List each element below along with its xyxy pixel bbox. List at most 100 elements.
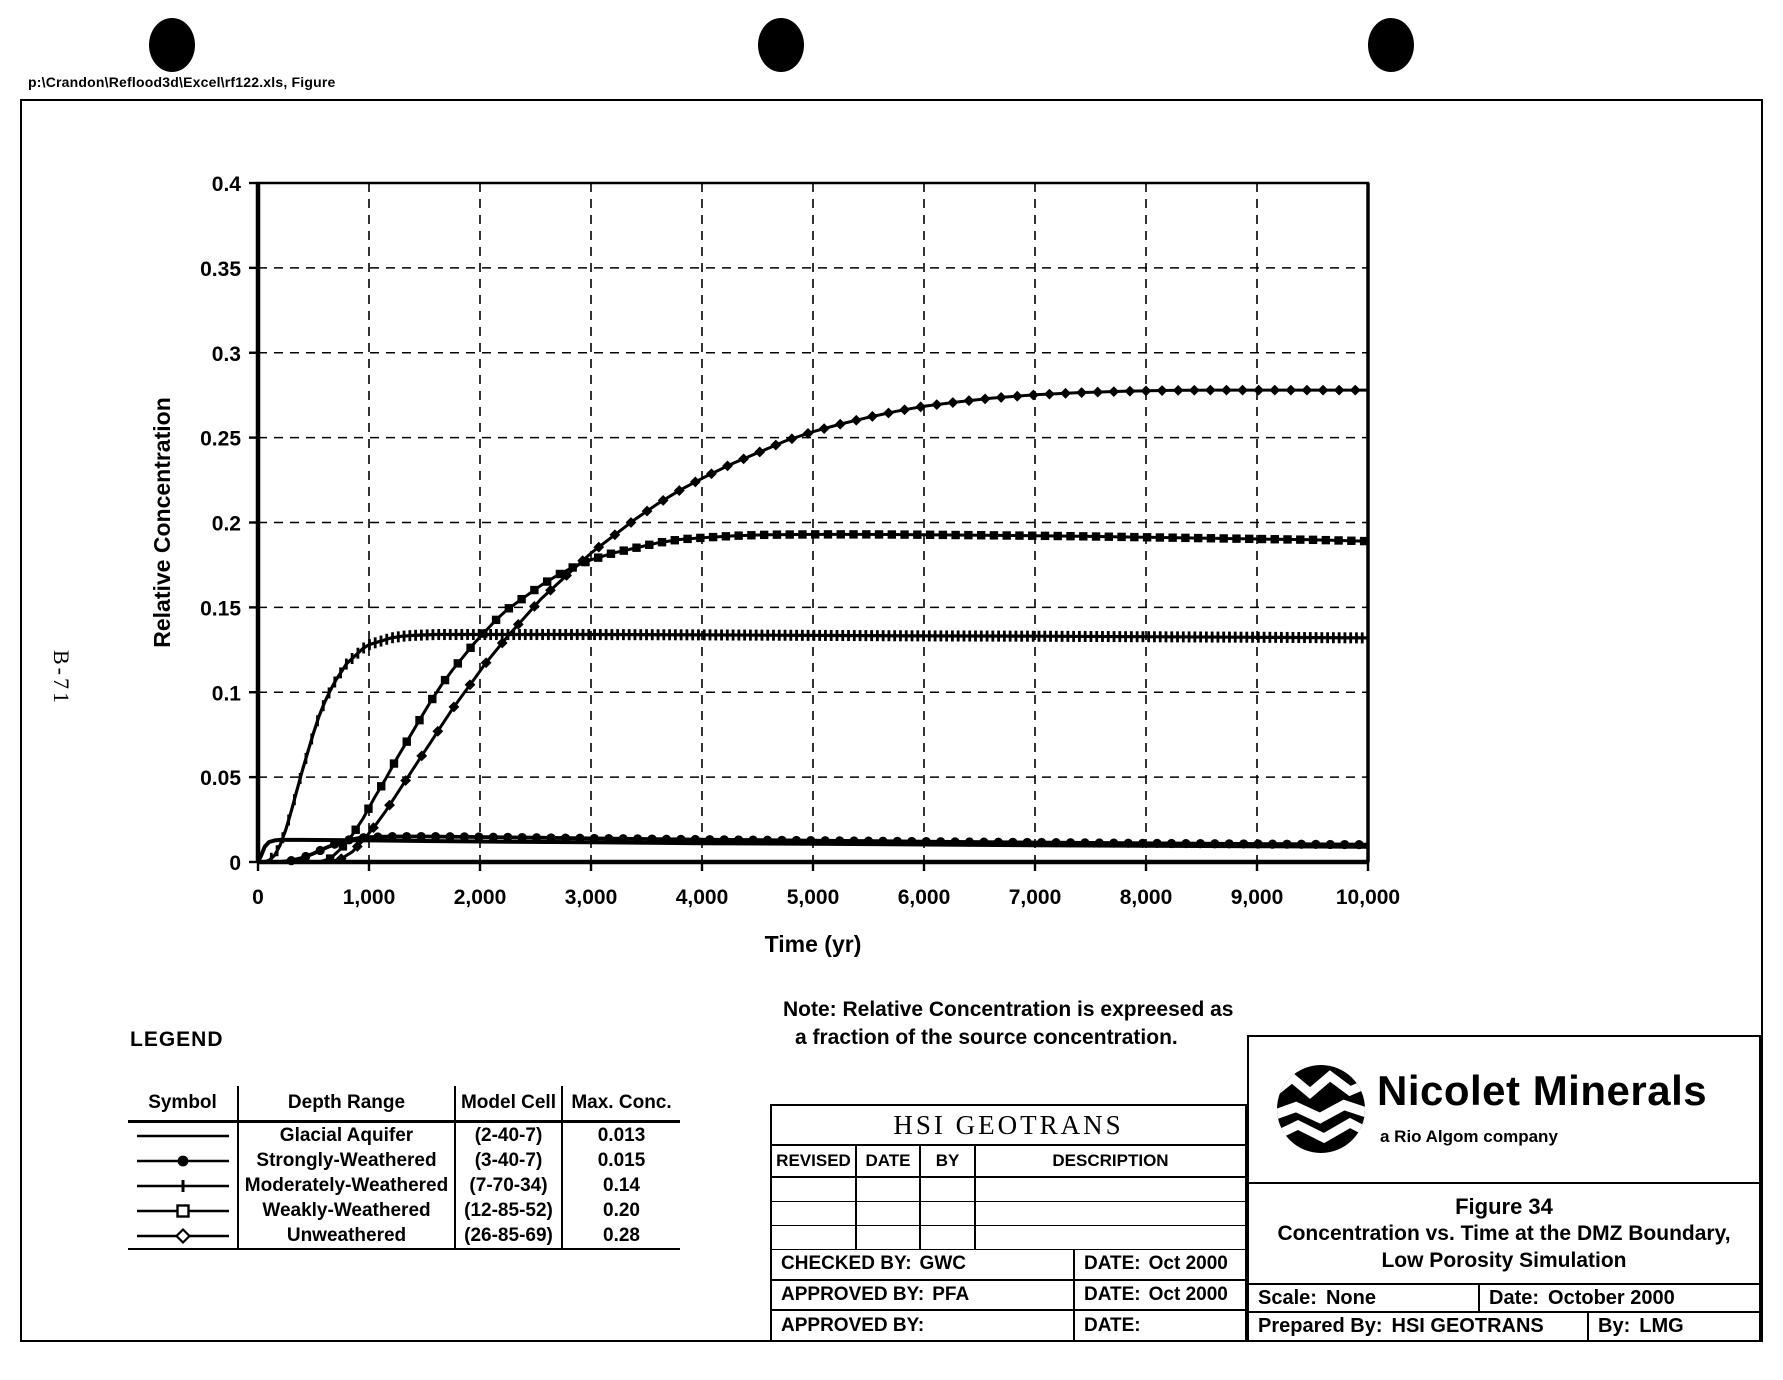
- series-marker-diamond: [593, 541, 605, 553]
- checked-by-row: CHECKED BY: GWC DATE: Oct 2000: [772, 1250, 1245, 1281]
- series-marker-diamond: [689, 476, 701, 488]
- brand-tagline: a Rio Algom company: [1380, 1127, 1558, 1146]
- series-marker-square: [1091, 532, 1101, 541]
- series-marker-square: [900, 530, 909, 539]
- series-marker-square: [542, 577, 552, 586]
- series-marker-circle: [1296, 839, 1306, 849]
- series-marker-diamond: [673, 485, 685, 496]
- note-line-2: a fraction of the source concentration.: [795, 1026, 1178, 1050]
- series-marker-circle: [1080, 838, 1090, 848]
- series-marker-diamond: [1124, 385, 1136, 397]
- series-marker-diamond: [963, 395, 975, 407]
- scale-label: Scale:: [1258, 1286, 1317, 1309]
- series-marker-circle: [647, 834, 657, 844]
- scale-date-row: Scale: None Date: October 2000: [1249, 1285, 1759, 1313]
- approved-by-cell: APPROVED BY: PFA: [772, 1280, 1075, 1310]
- binder-hole: [758, 18, 804, 72]
- series-marker-diamond: [609, 529, 621, 541]
- series-marker-circle: [373, 832, 383, 842]
- series-marker-square: [874, 530, 884, 539]
- figure-title-line-1: Concentration vs. Time at the DMZ Bounda…: [1277, 1222, 1731, 1246]
- series-marker-diamond: [384, 799, 395, 811]
- series-marker-circle: [286, 856, 296, 866]
- approved-by-row-2: APPROVED BY: DATE:: [772, 1311, 1245, 1341]
- approved-by-label: APPROVED BY:: [781, 1314, 925, 1336]
- series-marker-square: [415, 715, 424, 725]
- revision-empty-cell: [921, 1226, 976, 1249]
- series-marker-square: [938, 530, 948, 540]
- series-marker-square: [351, 825, 360, 834]
- date-cell: Date: October 2000: [1480, 1285, 1759, 1311]
- y-tick-label: 0: [229, 852, 241, 875]
- series-marker-square: [389, 759, 399, 768]
- series-weakly-weathered: [318, 530, 1369, 864]
- series-marker-square: [670, 536, 680, 545]
- legend-depth-range: Moderately-Weathered: [239, 1173, 456, 1198]
- x-tick-label: 6,000: [898, 886, 951, 909]
- legend-model-cell: (7-70-34): [456, 1173, 563, 1198]
- series-marker-diamond: [1301, 384, 1313, 396]
- series-marker-diamond: [802, 427, 814, 439]
- legend-depth-range: Unweathered: [239, 1223, 456, 1248]
- series-marker-circle: [719, 835, 729, 845]
- series-marker-diamond: [834, 418, 846, 430]
- y-tick-label: 0.35: [200, 258, 241, 281]
- series-marker-diamond: [754, 446, 766, 458]
- series-marker-square: [479, 629, 488, 638]
- approved-date-cell: DATE: Oct 2000: [1075, 1281, 1245, 1310]
- series-marker-circle: [921, 837, 931, 847]
- prepared-by-cell: Prepared By: HSI GEOTRANS: [1249, 1313, 1589, 1340]
- series-marker-circle: [705, 835, 715, 845]
- series-marker-square: [1257, 534, 1267, 544]
- series-marker-square: [976, 531, 986, 540]
- approved-by-cell: APPROVED BY:: [772, 1311, 1075, 1341]
- series-marker-square: [887, 530, 897, 539]
- series-marker-diamond: [786, 433, 798, 445]
- series-marker-diamond: [866, 411, 878, 422]
- legend-symbol: [128, 1148, 239, 1173]
- series-marker-square: [696, 533, 705, 543]
- series-marker-circle: [532, 833, 542, 843]
- series-marker-diamond: [1269, 384, 1281, 396]
- series-marker-diamond: [1092, 386, 1104, 398]
- series-marker-circle: [993, 837, 1003, 847]
- legend-header-row: Symbol Depth Range Model Cell Max. Conc.: [128, 1086, 680, 1123]
- series-marker-circle: [1181, 838, 1191, 849]
- series-marker-circle: [387, 831, 397, 842]
- series-marker-diamond: [1140, 385, 1152, 397]
- series-marker-square: [555, 569, 565, 579]
- series-marker-circle: [1008, 837, 1018, 847]
- series-marker-circle: [762, 835, 773, 845]
- legend-depth-range: Weakly-Weathered: [239, 1198, 456, 1223]
- series-marker-diamond: [1221, 384, 1232, 396]
- series-marker-square: [849, 530, 858, 539]
- revision-empty-cell: [921, 1178, 976, 1201]
- series-marker-circle: [1239, 839, 1249, 849]
- series-marker-square: [1079, 532, 1088, 541]
- revision-empty-row: [772, 1178, 1245, 1202]
- series-marker-circle: [791, 835, 801, 846]
- x-tick-label: 9,000: [1231, 886, 1284, 909]
- revision-empty-cell: [772, 1202, 857, 1225]
- series-marker-square: [1066, 531, 1075, 541]
- brand-name: Nicolet Minerals: [1377, 1067, 1708, 1114]
- scale-value: None: [1325, 1286, 1376, 1309]
- series-marker-circle: [1152, 838, 1162, 848]
- series-marker-square: [1130, 532, 1139, 542]
- series-marker-diamond: [641, 505, 653, 517]
- legend-heading: LEGEND: [130, 1028, 224, 1051]
- prepared-by-value: HSI GEOTRANS: [1391, 1315, 1544, 1337]
- legend-row: Weakly-Weathered (12-85-52) 0.20: [128, 1198, 680, 1223]
- legend-depth-range: Glacial Aquifer: [239, 1123, 456, 1148]
- series-marker-diamond: [1011, 390, 1023, 402]
- series-marker-circle: [892, 836, 902, 846]
- binder-hole: [1368, 18, 1414, 72]
- series-marker-diamond: [432, 725, 444, 737]
- series-marker-circle: [1123, 838, 1133, 848]
- series-marker-square: [594, 553, 603, 562]
- series-marker-circle: [1325, 839, 1335, 850]
- series-marker-circle: [1051, 838, 1061, 848]
- legend-row: Unweathered (26-85-69) 0.28: [128, 1223, 680, 1248]
- legend-model-cell: (26-85-69): [456, 1223, 563, 1248]
